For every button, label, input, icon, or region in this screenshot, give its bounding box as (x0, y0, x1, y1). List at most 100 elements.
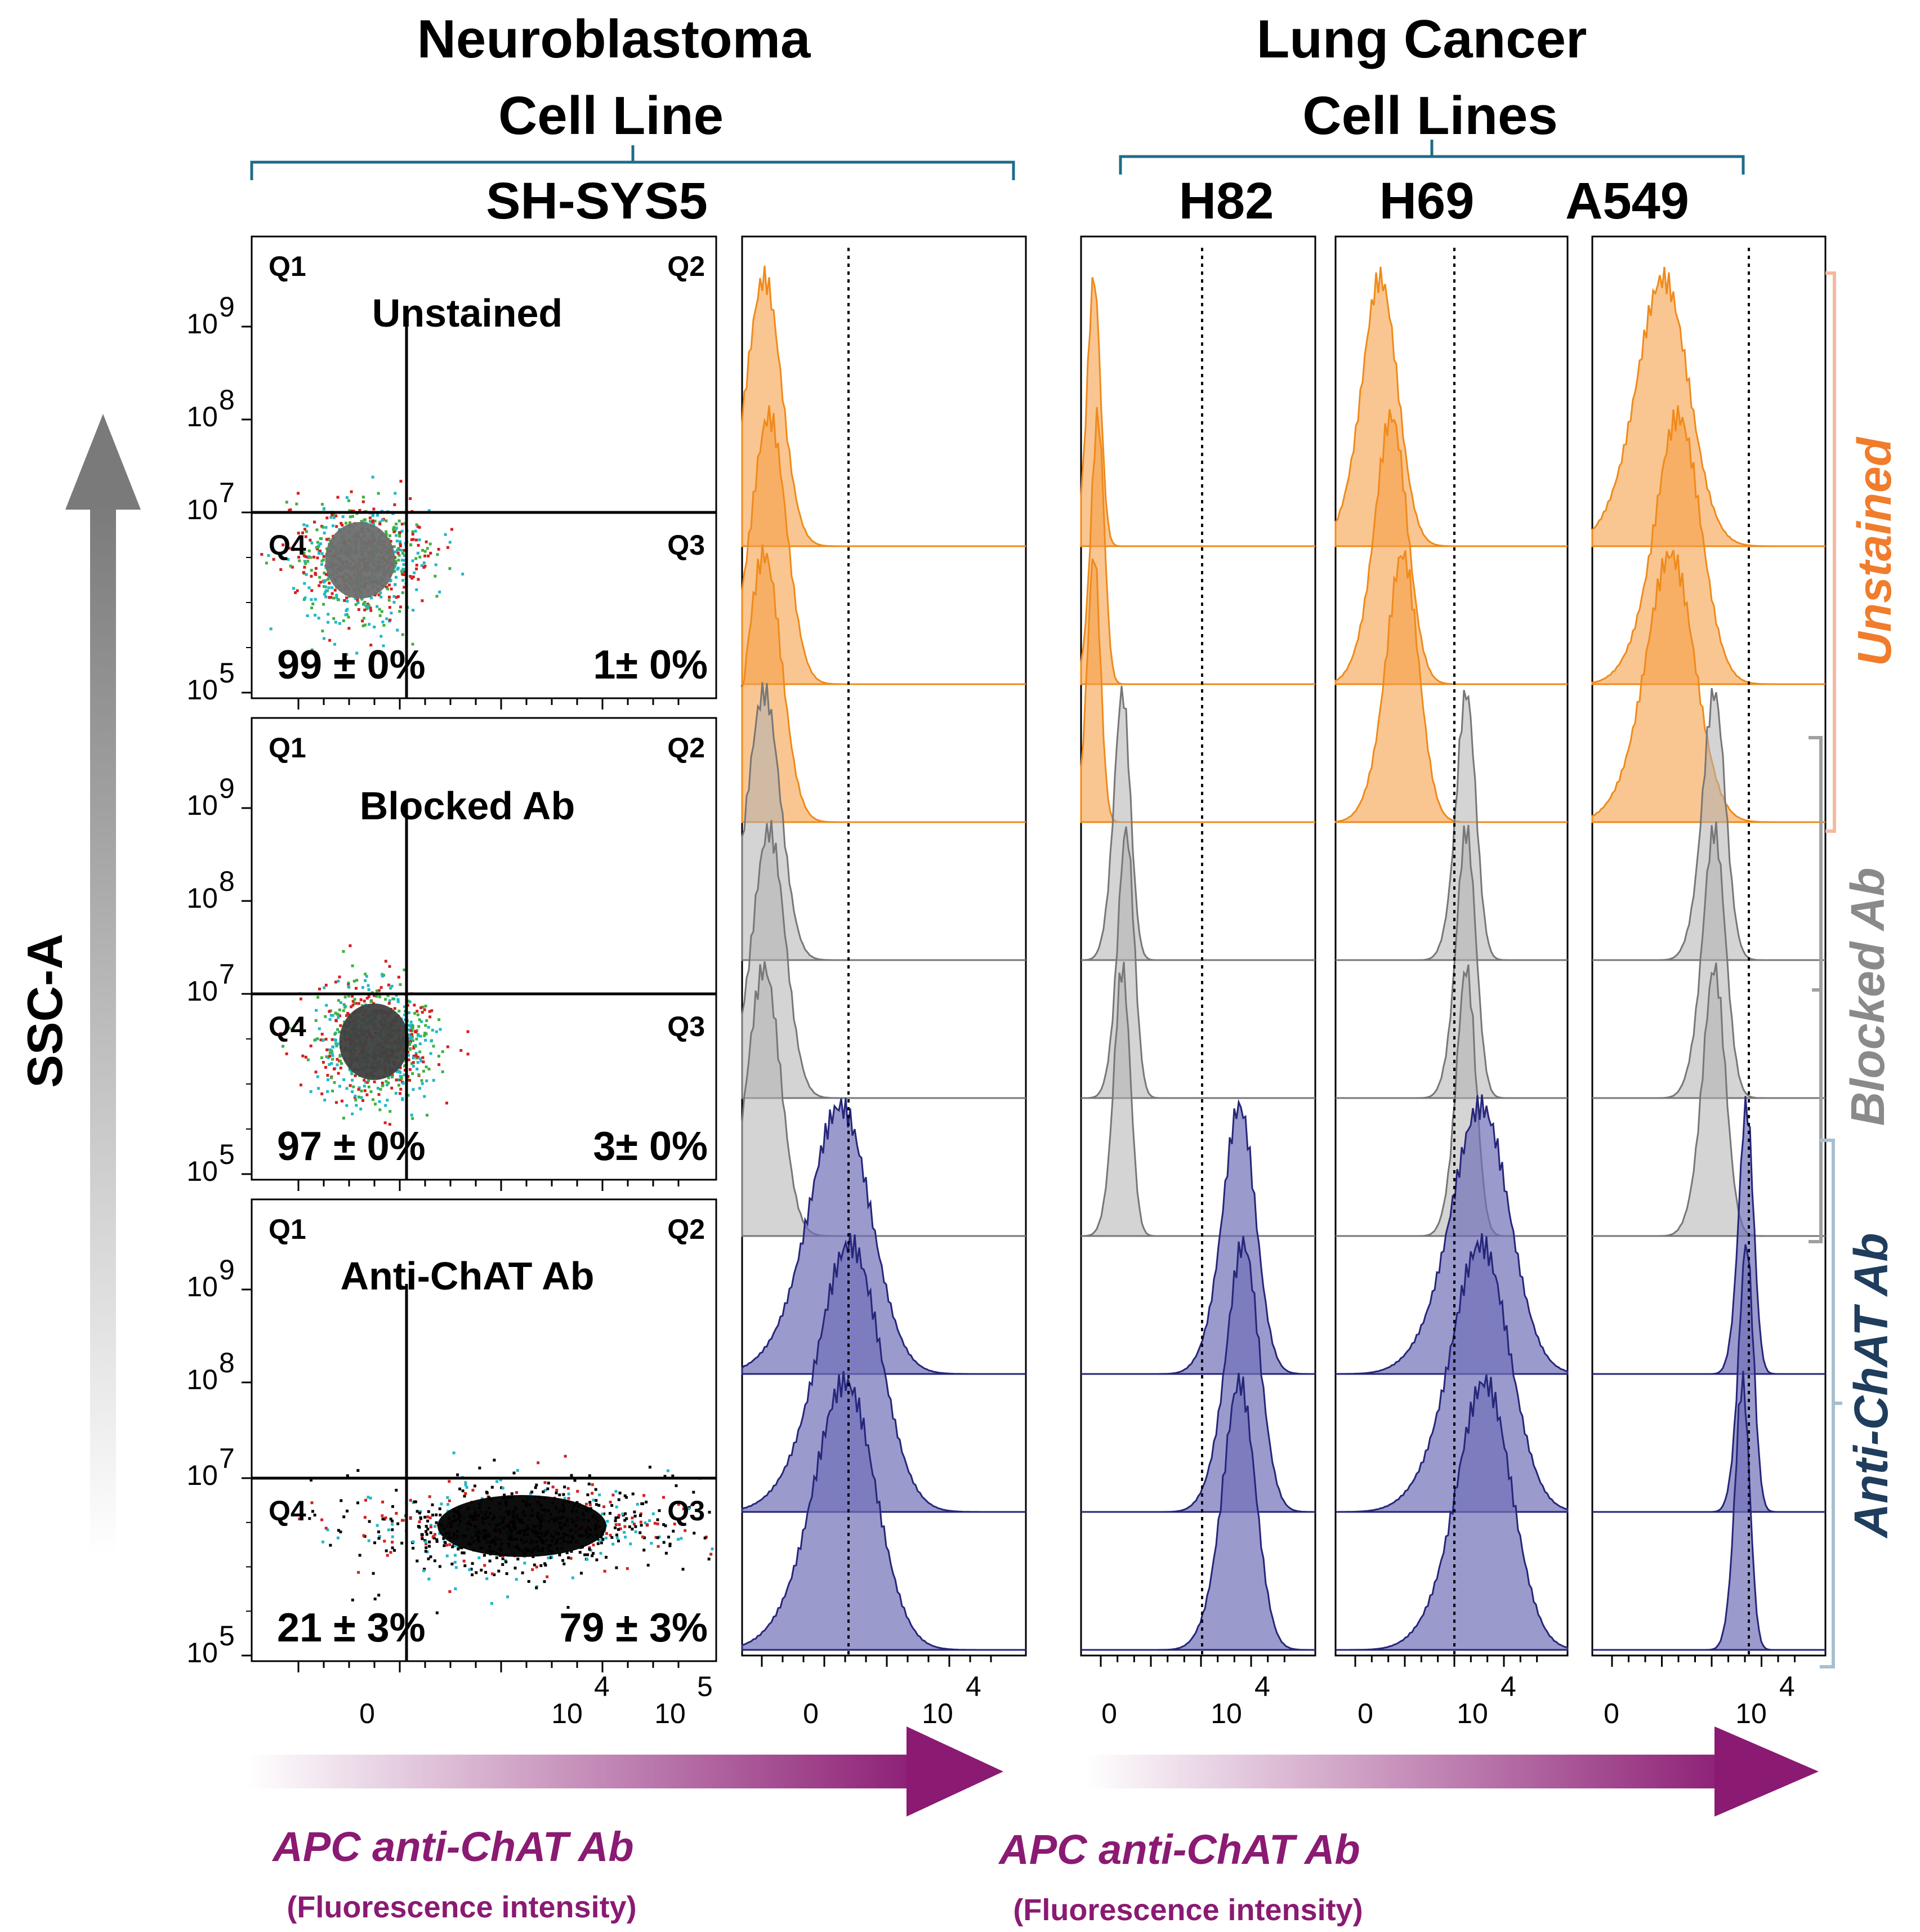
scatter-event (344, 613, 347, 617)
scatter-event (323, 986, 326, 989)
scatter-event (614, 1523, 618, 1526)
scatter-event (399, 1092, 401, 1095)
scatter-event (591, 1492, 594, 1495)
scatter-event (423, 1568, 426, 1571)
scatter-event (422, 1069, 425, 1073)
scatter-event (423, 550, 427, 553)
scatter-event (387, 1528, 390, 1532)
scatter-event (407, 1011, 410, 1014)
scatter-event (348, 509, 351, 512)
quadrant-label-q1: Q1 (269, 251, 306, 282)
scatter-event (497, 1569, 501, 1573)
scatter-event (438, 1532, 441, 1535)
scatter-event (640, 1524, 643, 1527)
scatter-event (398, 1010, 401, 1013)
scatter-event (349, 1084, 352, 1087)
scatter-event (325, 1048, 329, 1051)
scatter-event (588, 1474, 591, 1478)
scatter-event (360, 520, 363, 523)
scatter-event (347, 983, 350, 987)
scatter-event (439, 1514, 442, 1516)
scatter-event (365, 997, 369, 1000)
scatter-event (388, 1123, 391, 1126)
scatter-event (401, 559, 404, 562)
scatter-event (391, 1076, 394, 1079)
scatter-event (329, 596, 333, 599)
scatter-event (668, 1544, 672, 1547)
scatter-event (318, 575, 322, 579)
scatter-event (414, 529, 417, 533)
scatter-event (425, 1542, 428, 1546)
scatter-event (318, 987, 321, 990)
scatter-event (592, 1543, 595, 1547)
scatter-event (410, 1113, 413, 1117)
scatter-event (707, 1558, 711, 1561)
scatter-event (364, 979, 367, 982)
scatter-event (410, 577, 413, 580)
y-tick-exponent: 7 (219, 477, 235, 508)
scatter-event (527, 1580, 530, 1583)
scatter-event (440, 1502, 443, 1506)
x-tick-label-10: 10 (1211, 1698, 1242, 1729)
scatter-event (490, 1485, 494, 1489)
scatter-event (658, 1535, 661, 1538)
scatter-event (446, 1503, 449, 1506)
scatter-event (383, 1121, 387, 1125)
scatter-event (399, 542, 402, 546)
scatter-event (396, 628, 399, 632)
scatter-event (400, 1077, 403, 1080)
scatter-event (615, 1533, 618, 1537)
scatter-event (480, 1568, 483, 1572)
scatter-event (631, 1492, 635, 1496)
histogram-trace (1336, 1094, 1569, 1375)
scatter-event (431, 1028, 434, 1032)
scatter-event (322, 555, 325, 558)
scatter-event (337, 598, 340, 601)
scatter-event (435, 1611, 439, 1614)
scatter-event (355, 979, 359, 982)
scatter-event (485, 1577, 489, 1581)
x-tick-label-10: 10 (922, 1698, 953, 1729)
scatter-event (320, 1518, 324, 1521)
scatter-event (367, 984, 370, 987)
scatter-event (342, 950, 345, 953)
scatter-event (677, 1503, 680, 1506)
scatter-event (361, 619, 364, 623)
scatter-event (400, 1541, 404, 1545)
scatter-event (480, 1497, 484, 1500)
scatter-event (328, 1063, 331, 1066)
scatter-event (389, 1551, 392, 1554)
x-tick-label: 10 (551, 1698, 583, 1729)
y-tick-exponent: 7 (219, 1443, 235, 1474)
scatter-event (448, 1590, 452, 1593)
scatter-event (586, 1553, 590, 1556)
scatter-event (535, 1483, 538, 1487)
scatter-event (324, 585, 328, 588)
scatter-event (354, 597, 357, 600)
scatter-event (401, 1098, 404, 1101)
scatter-event (320, 563, 323, 566)
scatter-event (407, 1054, 410, 1057)
scatter-event (387, 1081, 390, 1085)
scatter-event (313, 520, 316, 524)
scatter-event (336, 1063, 339, 1067)
scatter-event (322, 1061, 325, 1064)
scatter-event (376, 1087, 379, 1090)
scatter-event (310, 1479, 312, 1482)
scatter-event (621, 1512, 624, 1516)
scatter-event (299, 1083, 302, 1087)
scatter-event (389, 539, 392, 543)
scatter-event (295, 502, 298, 506)
scatter-event (385, 533, 388, 536)
scatter-event (326, 1078, 329, 1081)
scatter-event (334, 1039, 337, 1042)
scatter-event (423, 554, 427, 557)
scatter-event (666, 1469, 669, 1473)
scatter-event (596, 1542, 600, 1545)
scatter-event (414, 557, 418, 560)
scatter-density-core (325, 522, 395, 599)
scatter-event (336, 496, 340, 499)
scatter-event (326, 1528, 329, 1532)
scatter-event (296, 589, 299, 592)
scatter-event (373, 626, 376, 628)
